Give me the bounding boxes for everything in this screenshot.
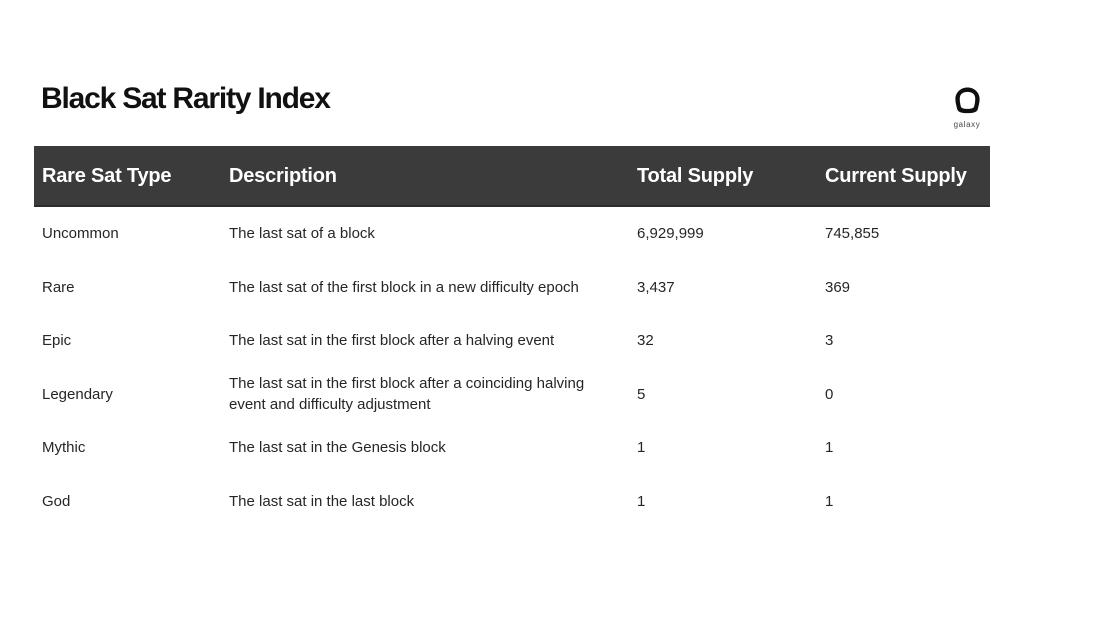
table-row-legendary: Legendary The last sat in the first bloc… <box>34 367 990 421</box>
table-row-mythic: Mythic The last sat in the Genesis block… <box>34 421 990 475</box>
table-row-god: God The last sat in the last block 1 1 <box>34 474 990 528</box>
cell-description: The last sat of a block <box>229 225 375 243</box>
cell-type: God <box>42 492 71 510</box>
cell-total-supply: 3,437 <box>637 278 675 296</box>
column-header-current-supply: Current Supply <box>825 164 967 187</box>
cell-type: Mythic <box>42 439 86 457</box>
cell-total-supply: 32 <box>637 332 654 350</box>
cell-total-supply: 5 <box>637 385 646 403</box>
cell-current-supply: 369 <box>825 278 851 296</box>
table-header-row: Rare Sat Type Description Total Supply C… <box>34 146 990 207</box>
table-row-rare: Rare The last sat of the first block in … <box>34 260 990 314</box>
column-header-total-supply: Total Supply <box>637 164 754 187</box>
cell-current-supply: 3 <box>825 332 834 350</box>
column-header-description: Description <box>229 164 337 187</box>
galaxy-logo: galaxy <box>946 86 988 129</box>
cell-total-supply: 1 <box>637 439 646 457</box>
cell-total-supply: 6,929,999 <box>637 225 704 243</box>
cell-current-supply: 1 <box>825 439 834 457</box>
cell-description: The last sat in the last block <box>229 492 415 510</box>
galaxy-helmet-icon <box>952 86 983 117</box>
cell-type: Legendary <box>42 385 113 403</box>
cell-current-supply: 1 <box>825 492 834 510</box>
cell-type: Uncommon <box>42 225 119 243</box>
cell-type: Rare <box>42 278 75 296</box>
cell-current-supply: 0 <box>825 385 834 403</box>
rarity-index-table: Rare Sat Type Description Total Supply C… <box>34 146 990 528</box>
cell-type: Epic <box>42 332 72 350</box>
table-row-epic: Epic The last sat in the first block aft… <box>34 314 990 368</box>
table-row-uncommon: Uncommon The last sat of a block 6,929,9… <box>34 207 990 261</box>
cell-description: The last sat in the Genesis block <box>229 439 446 457</box>
galaxy-logo-label: galaxy <box>953 120 981 129</box>
page-title: Black Sat Rarity Index <box>41 82 331 115</box>
cell-description: The last sat in the first block after a … <box>229 375 585 414</box>
column-header-rare-sat-type: Rare Sat Type <box>42 164 172 187</box>
cell-description: The last sat of the first block in a new… <box>229 278 579 296</box>
cell-total-supply: 1 <box>637 492 646 510</box>
cell-description: The last sat in the first block after a … <box>229 332 555 350</box>
cell-current-supply: 745,855 <box>825 225 880 243</box>
